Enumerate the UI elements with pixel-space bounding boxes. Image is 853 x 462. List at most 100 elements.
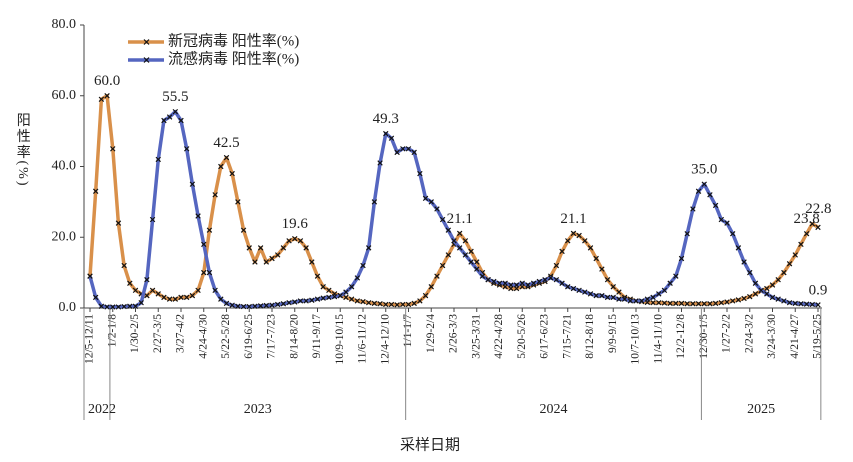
point-marker — [274, 252, 281, 258]
point-marker — [189, 292, 196, 299]
point-marker — [587, 245, 594, 251]
point-marker — [257, 245, 264, 251]
point-marker — [394, 149, 400, 156]
x-tick-label: 2/24-3/2 — [743, 314, 755, 353]
data-label: 42.5 — [213, 135, 239, 151]
x-tick-label: 6/17-6/23 — [539, 314, 551, 359]
point-marker — [491, 278, 497, 285]
point-marker — [559, 248, 565, 255]
point-marker — [121, 262, 127, 269]
data-label: 21.1 — [447, 211, 473, 227]
point-marker — [775, 296, 781, 302]
x-tick-label: 1/29-2/4 — [425, 314, 437, 353]
x-tick-label: 1/2-1/8 — [106, 314, 118, 347]
point-marker — [542, 276, 548, 283]
point-marker — [348, 284, 355, 290]
point-marker — [229, 302, 235, 308]
point-marker — [809, 221, 816, 227]
point-marker — [747, 269, 753, 276]
x-tick-label: 12/4-12/10 — [379, 314, 391, 365]
point-marker — [587, 291, 594, 297]
point-marker — [650, 299, 656, 306]
point-marker — [218, 296, 224, 302]
point-marker — [661, 287, 668, 294]
point-marker — [383, 301, 389, 308]
point-marker — [309, 297, 315, 303]
point-marker — [712, 300, 719, 307]
point-marker — [553, 276, 560, 283]
series-line — [88, 109, 819, 309]
point-marker — [439, 216, 446, 223]
point-marker — [178, 294, 184, 301]
point-marker — [815, 302, 821, 308]
point-marker — [724, 220, 730, 226]
point-marker — [400, 301, 406, 308]
point-marker — [110, 146, 116, 152]
x-tick-label: 11/6-11/12 — [357, 314, 369, 364]
point-marker — [695, 301, 702, 307]
point-marker — [752, 291, 759, 297]
point-marker — [400, 146, 406, 152]
point-marker — [246, 245, 252, 251]
point-marker — [661, 300, 668, 306]
point-marker — [707, 192, 713, 198]
data-label: 49.3 — [373, 111, 399, 127]
year-label: 2022 — [88, 402, 116, 417]
point-marker — [252, 259, 258, 265]
point-marker — [297, 238, 304, 244]
point-marker — [286, 238, 292, 244]
point-marker — [87, 273, 93, 279]
point-marker — [127, 303, 133, 309]
point-marker — [502, 280, 508, 286]
data-label: 22.8 — [805, 201, 831, 217]
data-label: 55.5 — [162, 89, 188, 105]
point-marker — [286, 299, 292, 306]
point-marker — [474, 266, 480, 272]
point-marker — [280, 301, 287, 307]
legend-marker — [143, 39, 150, 45]
point-marker — [684, 301, 690, 307]
point-marker — [735, 297, 742, 303]
point-marker — [314, 273, 321, 279]
point-marker — [673, 300, 679, 307]
point-marker — [257, 303, 264, 309]
x-tick-label: 1/27-2/2 — [721, 314, 733, 353]
point-marker — [161, 294, 167, 301]
point-marker — [417, 170, 423, 177]
point-marker — [604, 294, 611, 301]
point-marker — [485, 276, 491, 283]
x-tick-label: 8/12-8/18 — [584, 314, 596, 359]
x-tick-label: 3/27-4/2 — [175, 314, 187, 353]
point-marker — [166, 114, 173, 120]
y-tick-label: 60.0 — [52, 88, 77, 103]
point-marker — [411, 149, 417, 156]
x-tick-label: 1/1-1/7 — [402, 314, 414, 347]
x-tick-label: 5/19-5/25 — [812, 314, 824, 359]
point-marker — [354, 275, 361, 281]
year-label: 2024 — [540, 402, 568, 417]
point-marker — [178, 117, 184, 124]
x-tick-label: 2/27-3/5 — [152, 314, 164, 353]
point-marker — [98, 96, 105, 103]
y-axis-title: 阳性率(%) — [15, 113, 31, 188]
point-marker — [201, 241, 207, 248]
point-marker — [337, 292, 343, 299]
point-marker — [644, 296, 651, 302]
point-marker — [132, 287, 139, 294]
point-marker — [115, 304, 122, 310]
x-tick-label: 8/14-8/20 — [288, 314, 300, 359]
point-marker — [781, 298, 787, 304]
point-marker — [155, 156, 161, 163]
point-marker — [223, 300, 230, 307]
point-marker — [166, 296, 173, 302]
point-marker — [803, 230, 810, 237]
point-marker — [650, 294, 656, 301]
point-marker — [508, 282, 514, 288]
point-marker — [468, 259, 474, 265]
point-marker — [92, 294, 99, 301]
point-marker — [263, 302, 270, 309]
point-marker — [371, 199, 378, 205]
point-marker — [769, 294, 776, 301]
point-marker — [565, 238, 571, 244]
point-marker — [365, 299, 372, 306]
